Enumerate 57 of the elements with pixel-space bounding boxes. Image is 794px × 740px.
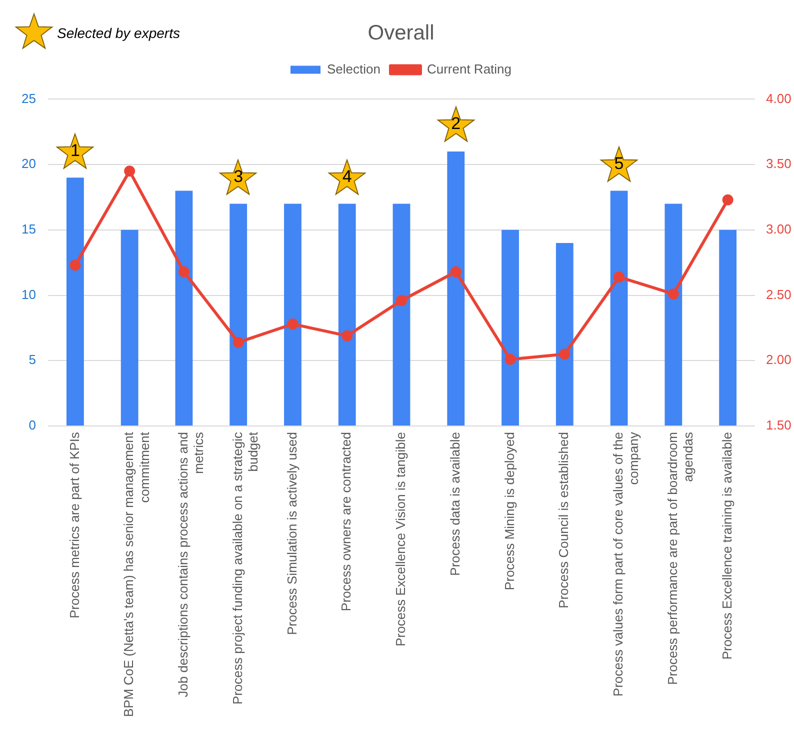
point	[124, 166, 136, 177]
bar	[120, 230, 138, 426]
y-tick-label: 0	[28, 418, 36, 433]
annotation: 5	[614, 154, 624, 173]
x-tick-label: Process Mining is deployed	[502, 432, 517, 590]
y-tick-label: 5	[28, 352, 36, 368]
x-tick-label: Process values form part of core values of the company	[610, 432, 642, 696]
annotation: 4	[342, 166, 352, 186]
bar	[447, 151, 465, 426]
y2-tick-label: 3.50	[766, 156, 792, 172]
bar	[556, 242, 574, 426]
bar	[392, 204, 410, 426]
point	[232, 336, 244, 348]
y2-tick-label: 1.50	[766, 418, 792, 433]
x-tick-label: Process data is available	[447, 432, 462, 576]
y2-tick-label: 2.00	[766, 352, 792, 368]
point	[504, 354, 516, 365]
point	[342, 330, 353, 342]
bar	[66, 178, 84, 426]
point	[178, 266, 190, 278]
point	[450, 266, 462, 278]
x-tick-label: Process owners are contracted	[338, 432, 354, 612]
bar	[502, 230, 519, 426]
x-tick-label: BPM CoE (Netta's team) has senior management commitment	[121, 432, 152, 717]
x-tick-label: Process metrics are part of KPIs	[66, 432, 82, 618]
text: Selected by experts	[57, 25, 180, 42]
x-tick-label: Process Council is established	[556, 432, 572, 608]
point	[614, 271, 625, 282]
point	[668, 288, 679, 300]
y-tick-label: 10	[22, 286, 36, 302]
point	[396, 295, 407, 306]
x-tick-label: Process Excellence training is available	[719, 432, 734, 660]
bar	[284, 204, 302, 426]
legend-label: Current Rating	[426, 61, 512, 76]
bar	[719, 230, 737, 426]
y2-tick-label: 4.00	[766, 90, 792, 106]
y-tick-label: 20	[22, 156, 36, 172]
y2-tick-label: 3.00	[766, 222, 792, 236]
point	[70, 260, 81, 271]
x-tick-label: Process Simulation is actively used	[284, 432, 300, 636]
bar	[338, 204, 356, 426]
y-tick-label: 15	[22, 222, 36, 236]
bar	[610, 190, 628, 426]
bar	[175, 190, 193, 426]
chart-title: Overall	[368, 21, 434, 44]
annotation: 1	[70, 140, 80, 160]
y2-tick-label: 2.50	[766, 286, 792, 302]
point	[559, 348, 570, 360]
bar	[664, 204, 682, 426]
legend-label: Selection	[326, 61, 380, 76]
x-tick-label: Process Excellence Vision is tangible	[393, 432, 408, 646]
annotation: 2	[451, 114, 461, 134]
point	[287, 318, 298, 330]
bar	[230, 204, 248, 426]
y-tick-label: 25	[22, 90, 36, 106]
point	[722, 194, 734, 206]
annotation: 3	[234, 166, 244, 186]
